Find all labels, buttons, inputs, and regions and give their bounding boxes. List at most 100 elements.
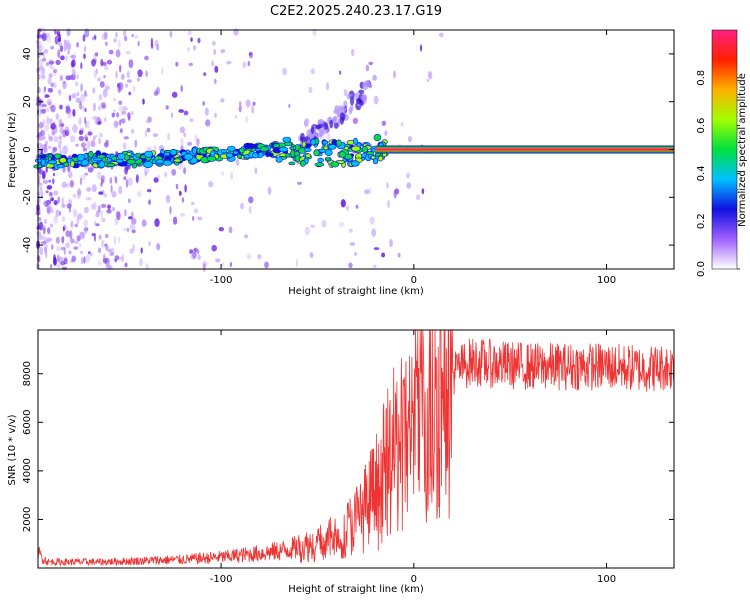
spectrogram-noise-mark xyxy=(131,110,134,116)
spectrogram-noise-mark xyxy=(61,181,67,188)
spectrogram-noise-mark xyxy=(52,173,55,177)
spectrogram-noise-mark xyxy=(214,78,217,84)
spectrogram-noise-mark xyxy=(373,95,379,105)
spectrogram-noise-mark xyxy=(438,32,444,38)
spectrogram-noise-mark xyxy=(415,194,421,201)
spectrogram-noise-mark xyxy=(46,206,51,215)
spectrogram-ridge-mark xyxy=(259,146,269,152)
spectrogram-noise-mark xyxy=(41,74,46,80)
spectrogram-ridge-mark xyxy=(117,152,126,161)
spectrogram-noise-mark xyxy=(111,112,116,118)
spectrogram-noise-mark xyxy=(196,249,200,254)
colorbar-ticks: 0.0 0.2 0.4 0.6 0.8 xyxy=(696,70,740,277)
spectrogram-noise-mark xyxy=(55,59,61,65)
spectrogram-noise-mark xyxy=(129,222,136,232)
spectrogram-noise-mark xyxy=(51,244,54,250)
spectrogram-noise-mark xyxy=(215,258,221,263)
spectrogram-noise-mark xyxy=(61,236,65,244)
spectrogram-noise-mark xyxy=(108,49,114,55)
spectrogram-noise-mark xyxy=(214,112,217,118)
spectrogram-noise-mark xyxy=(55,236,60,244)
spectrogram-noise-mark xyxy=(47,199,50,205)
spectrogram-noise-mark xyxy=(139,258,143,267)
colorbar: 0.0 0.2 0.4 0.6 0.8 Normalized spectral ampl… xyxy=(696,29,748,277)
spectrogram-noise-mark xyxy=(76,235,81,242)
spectrogram-noise-mark xyxy=(113,38,117,43)
spectrogram-noise-mark xyxy=(167,132,171,141)
spectrogram-noise-mark xyxy=(50,118,53,124)
spectrogram-noise-mark xyxy=(45,190,49,194)
spectrogram-noise-mark xyxy=(267,186,272,195)
spectrogram-ridge-mark xyxy=(232,150,239,155)
spectrogram-streak-mark xyxy=(340,106,347,112)
spectrogram-noise-mark xyxy=(47,145,52,150)
spectrogram-ridge-mark xyxy=(106,162,116,167)
spectrogram-noise-mark xyxy=(38,50,42,55)
spectrogram-noise-mark xyxy=(123,30,127,38)
spectrogram-noise-mark xyxy=(95,68,98,75)
spectrogram-noise-mark xyxy=(54,35,59,45)
spectrogram-noise-mark xyxy=(58,119,62,124)
spectrogram-noise-mark xyxy=(102,257,108,264)
spectrogram-noise-mark xyxy=(111,191,117,198)
spectrogram-xtick-label: 100 xyxy=(597,275,616,286)
spectrogram-noise-mark xyxy=(116,211,121,221)
spectrogram-ridge-mark xyxy=(126,159,136,165)
spectrogram-noise-mark xyxy=(134,139,138,148)
spectrogram-noise-mark xyxy=(170,112,174,119)
spectrogram-noise-mark xyxy=(38,233,44,240)
spectrogram-noise-mark xyxy=(69,180,74,188)
spectrogram-ridge-mark xyxy=(353,137,358,145)
spectrogram-noise-mark xyxy=(98,137,101,145)
spectrogram-noise-mark xyxy=(126,112,132,117)
spectrogram-noise-mark xyxy=(44,246,48,255)
spectrogram-noise-mark xyxy=(100,210,104,219)
colorbar-tick-label: 0.8 xyxy=(696,70,707,86)
spectrogram-noise-mark xyxy=(39,247,44,256)
spectrogram-noise-mark xyxy=(102,88,108,98)
spectrogram-noise-mark xyxy=(38,221,44,231)
spectrogram-noise-mark xyxy=(59,118,63,126)
spectrogram-noise-mark xyxy=(368,61,374,65)
spectrogram-noise-mark xyxy=(193,247,198,252)
spectrogram-ridge-mark xyxy=(324,156,331,161)
spectrogram-noise-mark xyxy=(122,227,128,232)
spectrogram-noise-mark xyxy=(154,218,160,228)
spectrogram-noise-mark xyxy=(38,73,41,80)
spectrogram-noise-mark xyxy=(148,199,151,206)
spectrogram-noise-mark xyxy=(38,169,43,175)
spectrogram-noise-mark xyxy=(36,147,41,154)
spectrogram-noise-mark xyxy=(113,97,117,102)
spectrogram-noise-mark xyxy=(46,99,53,106)
spectrogram-noise-mark xyxy=(90,140,96,148)
spectrogram-noise-mark xyxy=(144,55,149,61)
spectrogram-noise-mark xyxy=(99,132,103,138)
spectrogram-noise-mark xyxy=(65,242,70,249)
spectrogram-noise-mark xyxy=(141,219,147,227)
spectrogram-noise-mark xyxy=(68,250,72,255)
spectrogram-noise-mark xyxy=(83,206,89,214)
spectrogram-noise-mark xyxy=(397,252,401,258)
spectrogram-ridge-mark xyxy=(361,146,368,154)
spectrogram-noise-mark xyxy=(349,242,356,247)
spectrogram-noise-mark xyxy=(78,243,82,248)
spectrogram-noise-mark xyxy=(101,33,107,41)
spectrogram-noise-mark xyxy=(113,120,119,129)
spectrogram-noise-mark xyxy=(40,129,46,137)
spectrogram-noise-mark xyxy=(56,30,61,37)
spectrogram-noise-mark xyxy=(148,241,151,246)
snr-ytick-label: 4000 xyxy=(22,458,33,483)
spectrogram-noise-mark xyxy=(106,209,112,214)
spectrogram-noise-mark xyxy=(303,119,309,127)
spectrogram-noise-mark xyxy=(369,216,375,225)
spectrogram-noise-mark xyxy=(47,133,51,140)
spectrogram-noise-mark xyxy=(66,42,72,51)
spectrogram-noise-mark xyxy=(172,216,178,225)
spectrogram-noise-mark xyxy=(63,42,68,50)
spectrogram-noise-mark xyxy=(46,115,49,122)
spectrogram-noise-mark xyxy=(187,30,192,36)
spectrogram-noise-mark xyxy=(51,129,55,136)
spectrogram-noise-mark xyxy=(373,247,380,251)
snr-xtick-label: -100 xyxy=(210,574,233,585)
spectrogram-noise-mark xyxy=(83,227,88,234)
